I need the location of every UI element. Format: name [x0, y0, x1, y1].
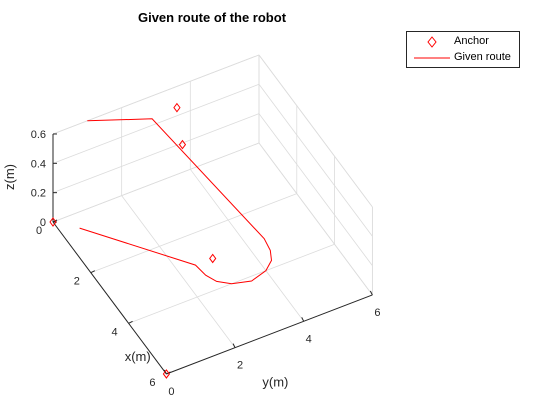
box-edge — [52, 54, 260, 135]
z-tick-label: 0 — [40, 217, 46, 229]
x-tick-label: 4 — [112, 326, 118, 338]
grid-line-wall-xz — [258, 113, 373, 266]
grid-lines — [52, 54, 373, 375]
legend-item-route: Given route — [407, 50, 519, 66]
z-tick-label: 0.2 — [31, 188, 46, 200]
grid-line-wall-xz — [258, 142, 373, 296]
x-tick-mark — [90, 270, 96, 274]
y-tick-label: 4 — [306, 333, 312, 345]
z-tick-label: 0.4 — [31, 158, 46, 170]
route-line — [79, 118, 273, 285]
y-tick-label: 0 — [168, 386, 174, 398]
x-axis-label: x(m) — [125, 349, 151, 364]
grid-line-floor-y — [121, 195, 236, 348]
y-tick-label: 6 — [374, 307, 380, 319]
grid-line-wall-yz — [52, 83, 260, 164]
y-tick-mark — [369, 290, 373, 296]
line-marker-icon — [414, 57, 450, 59]
diamond-marker-icon — [427, 36, 437, 48]
y-tick-mark — [232, 343, 236, 348]
chart-title: Given route of the robot — [138, 10, 287, 25]
legend-label-anchor: Anchor — [454, 35, 489, 47]
x-tick-label: 0 — [36, 225, 42, 237]
anchor-marker — [49, 217, 57, 227]
axes — [52, 133, 373, 375]
tick-labels: 0 2 4 6 0 2 4 6 0 0.2 0.4 0.6 — [31, 129, 381, 398]
legend-label-route: Given route — [454, 51, 511, 63]
grid-line-floor-y — [189, 169, 305, 322]
y-tick-mark — [301, 317, 305, 322]
x-axis-line — [52, 221, 167, 375]
x-tick-label: 6 — [149, 377, 155, 389]
anchor-marker — [209, 253, 217, 264]
x-tick-label: 2 — [74, 276, 80, 288]
y-axis-line — [166, 294, 373, 375]
plot-data — [49, 102, 273, 379]
anchor-marker — [178, 139, 187, 150]
box-edge — [258, 54, 373, 208]
anchor-marker — [162, 369, 171, 379]
legend: Anchor Given route — [406, 31, 520, 68]
grid-line-wall-xz — [258, 84, 373, 237]
z-axis-label: z(m) — [2, 164, 17, 190]
x-tick-mark — [128, 320, 133, 324]
y-tick-label: 2 — [237, 360, 243, 372]
grid-line-floor-x — [90, 193, 297, 274]
grid-line-wall-yz — [52, 142, 260, 223]
y-axis-label: y(m) — [262, 374, 288, 389]
anchor-marker — [173, 102, 181, 113]
z-tick-label: 0.6 — [31, 129, 46, 141]
grid-line-wall-yz — [52, 113, 260, 194]
legend-item-anchor: Anchor — [407, 34, 519, 50]
